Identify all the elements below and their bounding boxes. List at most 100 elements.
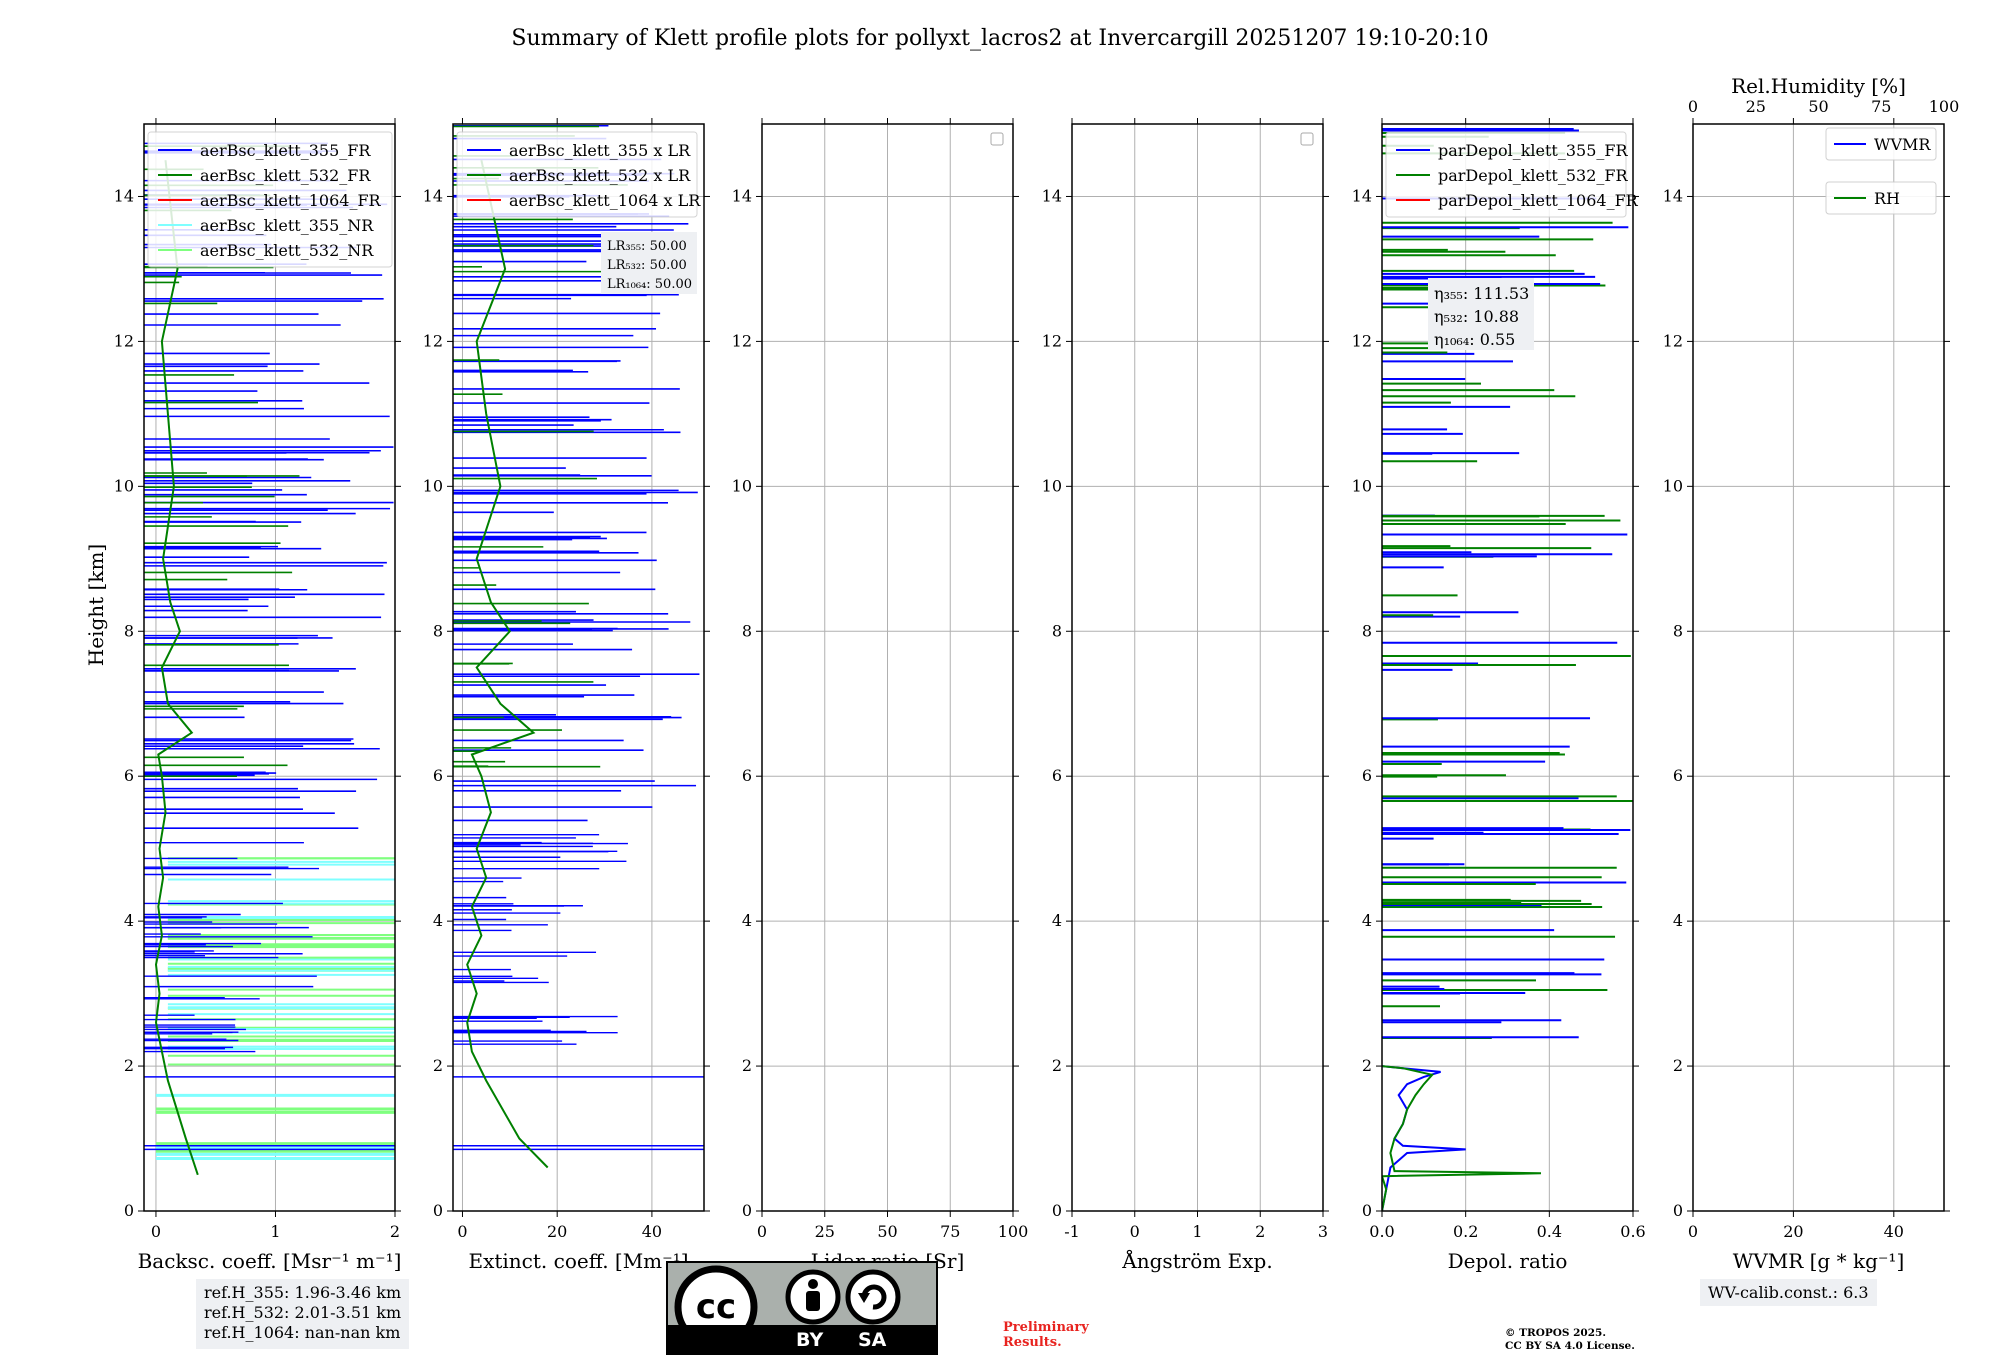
- ref-height-355: ref.H_355: 1.96-3.46 km: [204, 1283, 402, 1302]
- panel-lidar-ratio: 025507510002468101214Lidar ratio [Sr]: [732, 118, 1029, 1273]
- x-tick-label: 50: [877, 1222, 897, 1241]
- y-tick-label: 0: [1052, 1201, 1062, 1220]
- ref-height-532: ref.H_532: 2.01-3.51 km: [204, 1303, 402, 1322]
- y-tick-label: 4: [1362, 911, 1372, 930]
- eta-text: η₅₃₂: 10.88: [1434, 307, 1519, 326]
- legend-label: aerBsc_klett_1064_FR: [200, 191, 382, 210]
- y-tick-label: 12: [1663, 331, 1683, 350]
- y-tick-label: 2: [433, 1056, 443, 1075]
- y-tick-label: 8: [433, 621, 443, 640]
- x-axis-label: Extinct. coeff. [Mm⁻¹]: [468, 1249, 688, 1273]
- legend-label: aerBsc_klett_355_NR: [200, 216, 374, 235]
- axes-frame: [452, 123, 705, 1212]
- y-tick-label: 6: [742, 766, 752, 785]
- y-tick-label: 10: [1352, 476, 1372, 495]
- legend: aerBsc_klett_355_FR aerBsc_klett_532_FRae…: [147, 131, 393, 268]
- y-tick-label: 8: [1052, 621, 1062, 640]
- empty-legend-box: [990, 132, 1004, 146]
- legend-label: aerBsc_klett_532 x LR: [509, 166, 691, 185]
- x-tick-label: 1: [270, 1222, 280, 1241]
- reference-heights-box: ref.H_355: 1.96-3.46 km ref.H_532: 2.01-…: [196, 1279, 410, 1349]
- cc-sa-label: SA: [858, 1329, 887, 1351]
- top-x-tick-label: 25: [1746, 97, 1766, 116]
- y-tick-label: 4: [124, 911, 134, 930]
- y-tick-label: 2: [1052, 1056, 1062, 1075]
- y-tick-label: 14: [423, 186, 443, 205]
- x-tick-label: 1: [1192, 1222, 1202, 1241]
- figure-title: Summary of Klett profile plots for polly…: [511, 26, 1488, 51]
- series-aerBsc_klett_532 x LR: [466, 159, 549, 1169]
- y-tick-label: 10: [1042, 476, 1062, 495]
- y-tick-label: 0: [1362, 1201, 1372, 1220]
- cc-by-label: BY: [796, 1329, 824, 1351]
- panel-wvmr: 0 20 40 0 2 4 6 8 10 12 14 WVMR [g * kg⁻¹] 0 25 50 75 10…: [1663, 74, 1960, 1273]
- axes-frame: [143, 123, 396, 1212]
- panel-extinction: 0 20 40 0 2 4 6 8 10 12 14 Extinct. coeff. [Mm⁻¹] ae…: [423, 118, 710, 1273]
- legend-box: [1825, 181, 1937, 215]
- y-axis-label: Height [km]: [84, 544, 108, 666]
- x-tick-label: 20: [1783, 1222, 1803, 1241]
- x-tick-label: 25: [815, 1222, 835, 1241]
- x-tick-label: 40: [1884, 1222, 1904, 1241]
- y-tick-label: 4: [742, 911, 752, 930]
- legend-RH: RH: [1825, 181, 1937, 215]
- top-x-tick-label: 75: [1871, 97, 1891, 116]
- x-tick-label: 0.4: [1537, 1222, 1562, 1241]
- wv-calibration-box: WV-calib.const.: 6.3: [1700, 1279, 1877, 1306]
- y-tick-label: 12: [1042, 331, 1062, 350]
- legend-box: [1385, 131, 1627, 218]
- y-tick-label: 6: [124, 766, 134, 785]
- y-tick-label: 12: [114, 331, 134, 350]
- lr-text: LR₅₃₂: 50.00: [607, 258, 687, 273]
- y-tick-label: 2: [124, 1056, 134, 1075]
- preliminary-note: Preliminary Results.: [1003, 1320, 1089, 1350]
- y-tick-label: 0: [1673, 1201, 1683, 1220]
- legend-WVMR: WVMR: [1825, 127, 1937, 161]
- y-tick-label: 0: [433, 1201, 443, 1220]
- cc-badge-band: [668, 1325, 936, 1353]
- lr-box: [601, 232, 697, 294]
- y-tick-label: 14: [732, 186, 752, 205]
- x-tick-label: 0.2: [1453, 1222, 1478, 1241]
- x-tick-label: 0: [757, 1222, 767, 1241]
- x-axis-label: Depol. ratio: [1448, 1249, 1568, 1273]
- y-tick-label: 10: [732, 476, 752, 495]
- top-x-tick-label: 100: [1929, 97, 1960, 116]
- y-tick-label: 0: [124, 1201, 134, 1220]
- panel-depol: 0.0 0.2 0.4 0.6 0 2 4 6 8 10 12 14 Depol. ratio parDe…: [1352, 118, 1646, 1273]
- eta-text: η₃₅₅: 111.53: [1434, 284, 1529, 303]
- x-tick-label: 2: [1255, 1222, 1265, 1241]
- x-tick-label: 100: [998, 1222, 1029, 1241]
- y-tick-label: 2: [1362, 1056, 1372, 1075]
- legend-box: [1825, 127, 1937, 161]
- ref-height-1064: ref.H_1064: nan-nan km: [204, 1323, 401, 1342]
- cc-icon-text: cc: [696, 1287, 736, 1327]
- x-tick-label: 75: [940, 1222, 960, 1241]
- profile-layers: [1382, 127, 1633, 1211]
- sa-share-icon: [845, 1269, 901, 1325]
- copyright-note: © TROPOS 2025. CC BY SA 4.0 License.: [1505, 1327, 1635, 1353]
- x-axis-label: WVMR [g * kg⁻¹]: [1733, 1249, 1905, 1273]
- y-tick-label: 14: [1042, 186, 1062, 205]
- y-tick-label: 4: [1673, 911, 1683, 930]
- axes-frame: [1692, 123, 1945, 1212]
- person-head-icon: [808, 1279, 818, 1289]
- legend-label: aerBsc_klett_532_NR: [200, 241, 374, 260]
- copyright-line-1: © TROPOS 2025.: [1505, 1327, 1607, 1339]
- y-tick-label: 10: [423, 476, 443, 495]
- legend: aerBsc_klett_355 x LR aerBsc_klett_532 x …: [456, 131, 701, 218]
- person-body-icon: [806, 1291, 820, 1311]
- y-tick-label: 6: [1052, 766, 1062, 785]
- legend-label: RH: [1874, 189, 1900, 208]
- y-tick-label: 10: [1663, 476, 1683, 495]
- series-parDepol_klett_532_FR: [1382, 1065, 1542, 1211]
- x-tick-label: 20: [547, 1222, 567, 1241]
- x-tick-label: 40: [642, 1222, 662, 1241]
- y-tick-label: 4: [1052, 911, 1062, 930]
- y-tick-label: 8: [1673, 621, 1683, 640]
- profile-layers: [144, 142, 395, 1176]
- x-tick-label: 0.0: [1369, 1222, 1394, 1241]
- legend-label: aerBsc_klett_532_FR: [200, 166, 371, 185]
